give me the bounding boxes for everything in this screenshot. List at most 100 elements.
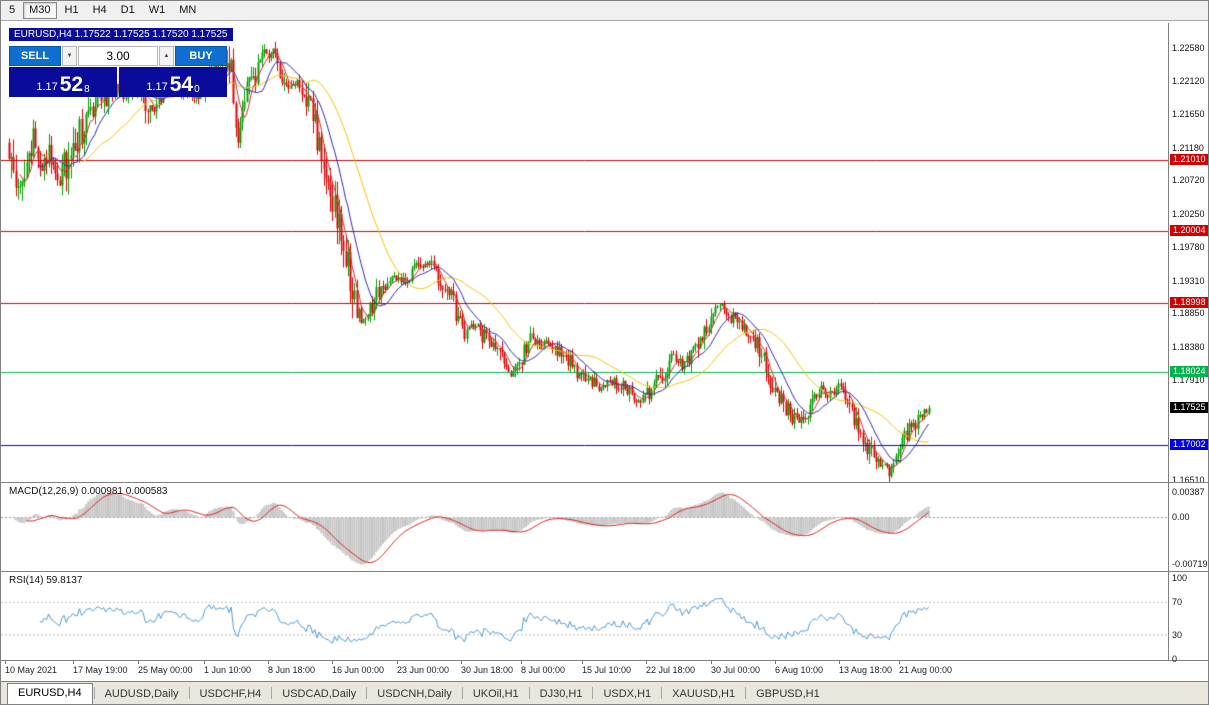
trade-panel-prices: 1.17 52 8 1.17 54 0 [9,67,227,97]
time-axis-tick [268,661,269,664]
time-axis-label: 21 Aug 00:00 [899,665,953,675]
tab-separator [93,687,95,699]
time-axis-label: 1 Jun 10:00 [204,665,252,675]
time-axis-tick [521,661,522,664]
timeframe-button-w1[interactable]: W1 [143,2,172,19]
time-axis-label: 13 Aug 18:00 [839,665,893,675]
panel-splitter-rsi[interactable] [1,571,1208,572]
time-axis-tick [582,661,583,664]
chart-tab-xauusd-h1[interactable]: XAUUSD,H1 [672,688,736,700]
buy-price-pips: 54 [169,73,194,96]
rsi-axis-label: 70 [1172,597,1183,608]
time-axis-label: 25 May 00:00 [138,665,193,675]
chart-tab-eurusd-h4[interactable]: EURUSD,H4 [7,683,93,704]
timeframe-button-h4[interactable]: H4 [87,2,113,19]
sell-price-display[interactable]: 1.17 52 8 [9,67,117,97]
time-axis[interactable]: 10 May 2021 17 May 19:00 25 May 00:00 1 Jun… [1,661,1208,681]
chart-tab-usdcad-daily[interactable]: USDCAD,Daily [282,688,357,700]
trade-panel-controls: SELL ▼ ▲ BUY [9,46,227,66]
price-axis-label: 1.20720 [1172,175,1205,186]
time-axis-label: 6 Aug 10:00 [775,665,824,675]
symbol-ohlc-readout: EURUSD,H4 1.17522 1.17525 1.17520 1.1752… [9,28,233,41]
time-axis-tick [138,661,139,664]
macd-axis-label: -0.00719 [1172,559,1208,569]
timeframe-button-m30[interactable]: M30 [23,2,57,19]
hline-price-badge: 1.21010 [1170,153,1208,165]
chart-tab-usdcnh-daily[interactable]: USDCNH,Daily [377,688,452,700]
buy-price-display[interactable]: 1.17 54 0 [119,67,227,97]
hline-price-badge: 1.20004 [1170,225,1208,237]
time-axis-label: 16 Jun 00:00 [332,665,385,675]
time-axis-tick [899,661,900,664]
price-axis-label: 1.22120 [1172,75,1205,86]
panel-splitter-macd[interactable] [1,482,1208,483]
price-axis-label: 1.16510 [1172,475,1205,485]
timeframe-button-mn[interactable]: MN [173,2,202,19]
sell-price-point: 8 [84,84,90,95]
chevron-up-icon: ▲ [163,53,170,59]
time-axis-tick [711,661,712,664]
tab-separator [188,687,190,699]
tab-separator [661,687,663,699]
chart-tab-gbpusd-h1[interactable]: GBPUSD,H1 [756,688,820,700]
price-axis-label: 1.19310 [1172,275,1205,286]
price-axis-label: 1.17910 [1172,375,1205,386]
candlestick-chart-canvas[interactable] [1,23,1168,482]
time-axis-label: 17 May 19:00 [73,665,128,675]
lot-increase-button[interactable]: ▲ [159,46,174,66]
time-axis-label: 23 Jun 00:00 [397,665,450,675]
buy-price-point: 0 [194,84,200,95]
time-axis-tick [775,661,776,664]
rsi-axis-label: 30 [1172,629,1183,640]
time-axis-tick [397,661,398,664]
macd-canvas[interactable] [1,483,1168,571]
current-price-badge: 1.17525 [1170,401,1208,413]
tab-separator [271,687,273,699]
rsi-axis-label: 100 [1172,573,1188,583]
chart-tab-usdchf-h4[interactable]: USDCHF,H4 [199,688,262,700]
chart-tab-audusd-daily[interactable]: AUDUSD,Daily [104,688,179,700]
chart-tab-dj30-h1[interactable]: DJ30,H1 [539,688,583,700]
time-axis-label: 30 Jul 00:00 [711,665,761,675]
time-axis-tick [839,661,840,664]
timeframe-button-d1[interactable]: D1 [115,2,141,19]
sell-price-pips: 52 [59,73,84,96]
tab-separator [366,687,368,699]
time-axis-tick [646,661,647,664]
time-axis-tick [332,661,333,664]
time-axis-label: 10 May 2021 [5,665,58,675]
price-axis-label: 1.19780 [1172,242,1205,253]
tab-separator [528,687,530,699]
ohlc-text: EURUSD,H4 1.17522 1.17525 1.17520 1.1752… [14,29,228,40]
time-axis-tick [204,661,205,664]
timeframe-button-h1[interactable]: H1 [59,2,85,19]
macd-axis-label: 0.00 [1172,512,1190,522]
buy-button[interactable]: BUY [175,46,227,66]
price-axis-label: 1.22580 [1172,43,1205,53]
rsi-label: RSI(14) 59.8137 [9,575,83,586]
price-axis-label: 1.21650 [1172,109,1205,120]
price-axis-label: 1.18850 [1172,308,1205,319]
timeframe-button-5[interactable]: 5 [3,2,21,19]
tab-separator [592,687,594,699]
rsi-axis-label: 0 [1172,654,1178,665]
time-axis-tick [73,661,74,664]
chart-tab-ukoil-h1[interactable]: UKOil,H1 [472,688,519,700]
tab-separator [461,687,463,699]
lot-decrease-button[interactable]: ▼ [62,46,77,66]
chart-tab-bar: EURUSD,H4 AUDUSD,Daily USDCHF,H4 USDCAD,Dai… [1,682,1208,704]
hline-price-badge: 1.18998 [1170,296,1208,308]
hline-price-badge: 1.18024 [1170,366,1208,378]
sell-button[interactable]: SELL [9,46,61,66]
time-axis-label: 8 Jun 18:00 [268,665,316,675]
price-axis-label: 1.18380 [1172,341,1205,352]
lot-size-input[interactable] [78,46,158,66]
time-axis-label: 15 Jul 10:00 [582,665,632,675]
chart-tab-usdx-h1[interactable]: USDX,H1 [603,688,652,700]
tab-bar-divider [1,681,1208,682]
macd-axis-label: 0.00387 [1172,487,1205,497]
rsi-canvas[interactable] [1,572,1168,660]
price-axis[interactable]: 1.22580 1.22120 1.21650 1.21180 1.20720 1.202… [1169,23,1208,660]
price-axis-label: 1.21180 [1172,142,1204,153]
